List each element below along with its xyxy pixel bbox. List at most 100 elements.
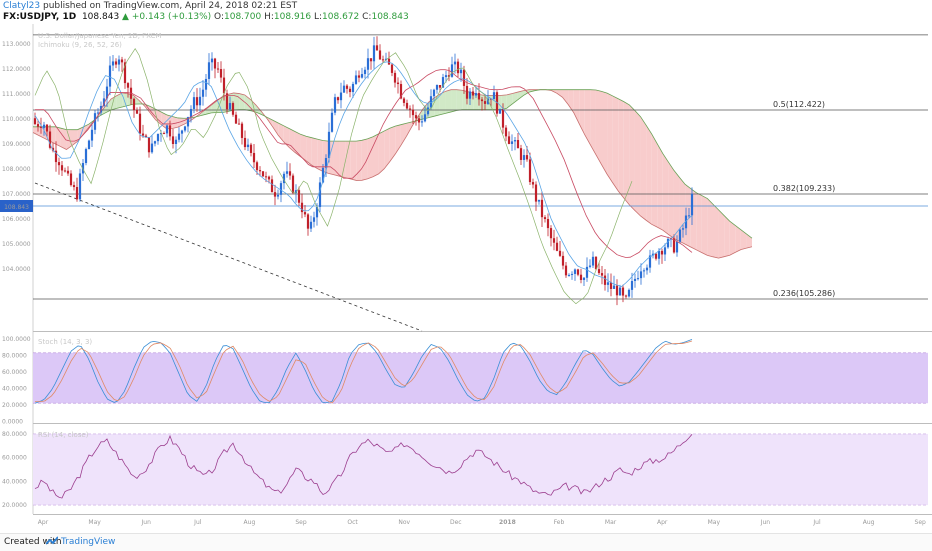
candle (468, 88, 472, 106)
candle (216, 61, 220, 73)
candle-body (234, 114, 238, 124)
candle (546, 213, 550, 237)
candle-body (543, 217, 547, 220)
cloud-segment (501, 94, 507, 110)
cloud-segment (77, 127, 84, 142)
candle (354, 70, 358, 85)
candle-body (183, 126, 187, 131)
candle (423, 105, 427, 123)
price-change: ▲ +0.143 (+0.13%) (122, 12, 212, 22)
cloud-segment (49, 126, 56, 144)
candle-body (267, 176, 271, 180)
cloud-segment (233, 92, 240, 111)
cloud-segment (712, 204, 719, 259)
senkou-span-a (32, 89, 753, 259)
candle (648, 249, 652, 273)
cloud-segment (317, 139, 323, 172)
candle (417, 115, 421, 131)
candle (132, 97, 136, 118)
candle-body (165, 125, 169, 134)
candle-body (324, 158, 328, 168)
candle-body (318, 182, 322, 207)
stoch-indicator-label: Stoch (14, 3, 3) (38, 338, 92, 346)
cloud-segment (657, 143, 663, 231)
price-tick-label: 111.0000 (2, 91, 31, 98)
low-value: 108.672 (322, 12, 360, 22)
candle-body (273, 192, 277, 197)
stoch-tick-label: 20.0000 (2, 402, 27, 409)
candle-body (294, 190, 298, 194)
cloud-segment (634, 110, 641, 217)
candle (174, 136, 178, 154)
cloud-segment (406, 121, 413, 137)
candle (348, 86, 352, 98)
high-value: 108.916 (273, 12, 312, 22)
candle (639, 263, 643, 285)
time-tick-label: May (708, 519, 721, 526)
chart-canvas[interactable]: 113.0000 112.0000 111.0000 110.0000 109.0000… (0, 0, 932, 533)
candle (177, 127, 181, 143)
candle-body (63, 170, 67, 172)
candle-body (408, 108, 412, 110)
candle (201, 80, 205, 106)
candle (474, 87, 478, 98)
tradingview-logo-icon (46, 536, 58, 545)
candle-body (606, 282, 610, 285)
candle (276, 189, 280, 200)
candle (558, 240, 562, 258)
candle-body (159, 133, 163, 135)
candle-body (162, 133, 166, 135)
candle-body (645, 267, 649, 271)
cloud-segment (361, 138, 368, 181)
candle (351, 81, 355, 98)
candle (564, 261, 568, 278)
candle (513, 136, 517, 151)
candle (330, 108, 334, 133)
candle-body (204, 78, 208, 90)
candle-body (387, 58, 391, 65)
candle-body (312, 217, 316, 222)
candle (72, 181, 76, 191)
candle (453, 53, 457, 74)
stoch-d-line (35, 340, 693, 404)
candle-body (381, 59, 385, 61)
candle-body (153, 141, 157, 144)
tradingview-brand[interactable]: TradingView (61, 537, 116, 547)
candle-body (570, 273, 574, 275)
candle (306, 213, 310, 236)
candle-body (171, 136, 175, 144)
candle (345, 84, 349, 94)
candle-body (522, 155, 526, 160)
candle-body (438, 85, 442, 88)
cloud-segment (590, 89, 596, 155)
candle (519, 144, 523, 165)
candle-body (144, 135, 148, 138)
candle-body (42, 124, 46, 128)
candle (237, 118, 241, 125)
candle-body (504, 127, 508, 137)
candle (666, 236, 670, 249)
symbol-info: FX:USDJPY, 1D 108.843 ▲ +0.143 (+0.13%) … (3, 12, 409, 22)
candle-body (390, 64, 394, 73)
candle (213, 57, 217, 79)
candle (411, 104, 415, 125)
candle (324, 154, 328, 178)
candle-body (618, 287, 622, 296)
candle-body (354, 75, 358, 84)
cloud-segment (278, 122, 284, 142)
footer: Created with TradingView (0, 533, 932, 551)
candle (33, 112, 37, 126)
cloud-segment (395, 124, 401, 154)
candle-body (351, 83, 355, 93)
cloud-segment (623, 101, 630, 205)
candle (75, 177, 79, 202)
author-name[interactable]: Clatyl23 (3, 1, 41, 11)
candle (408, 105, 412, 118)
candle-body (534, 184, 538, 202)
candle (534, 181, 538, 211)
candle-body (222, 77, 226, 94)
cloud-segment (568, 89, 574, 113)
candle-body (33, 118, 37, 125)
candle-body (609, 282, 613, 289)
cloud-segment (384, 128, 390, 169)
